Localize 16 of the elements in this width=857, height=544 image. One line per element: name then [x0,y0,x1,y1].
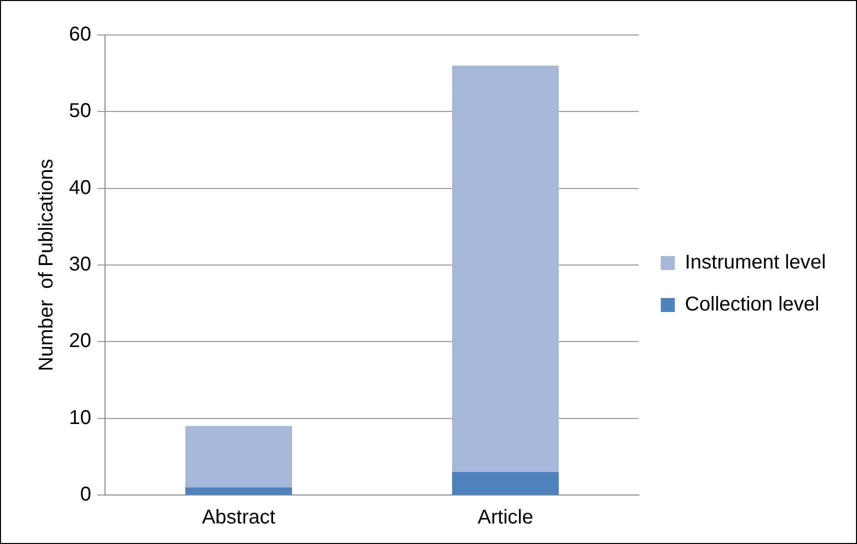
x-tick-label: Abstract [202,506,276,529]
y-tick-label: 40 [68,176,92,199]
legend-label: Collection level [684,294,820,316]
bar [452,472,559,494]
y-axis-title: Number of Publications [36,158,58,372]
y-tick-label: 20 [68,330,92,352]
y-tick-label: 0 [80,484,92,506]
bar [452,66,559,472]
bar [185,487,292,494]
y-tick-label: 50 [68,100,92,122]
y-tick-label: 30 [68,254,92,276]
y-tick-label: 60 [68,24,92,46]
bar [185,426,292,488]
y-tick-label: 10 [68,406,92,429]
x-tick-label: Article [478,506,534,529]
legend-label: Instrument level [684,252,826,274]
